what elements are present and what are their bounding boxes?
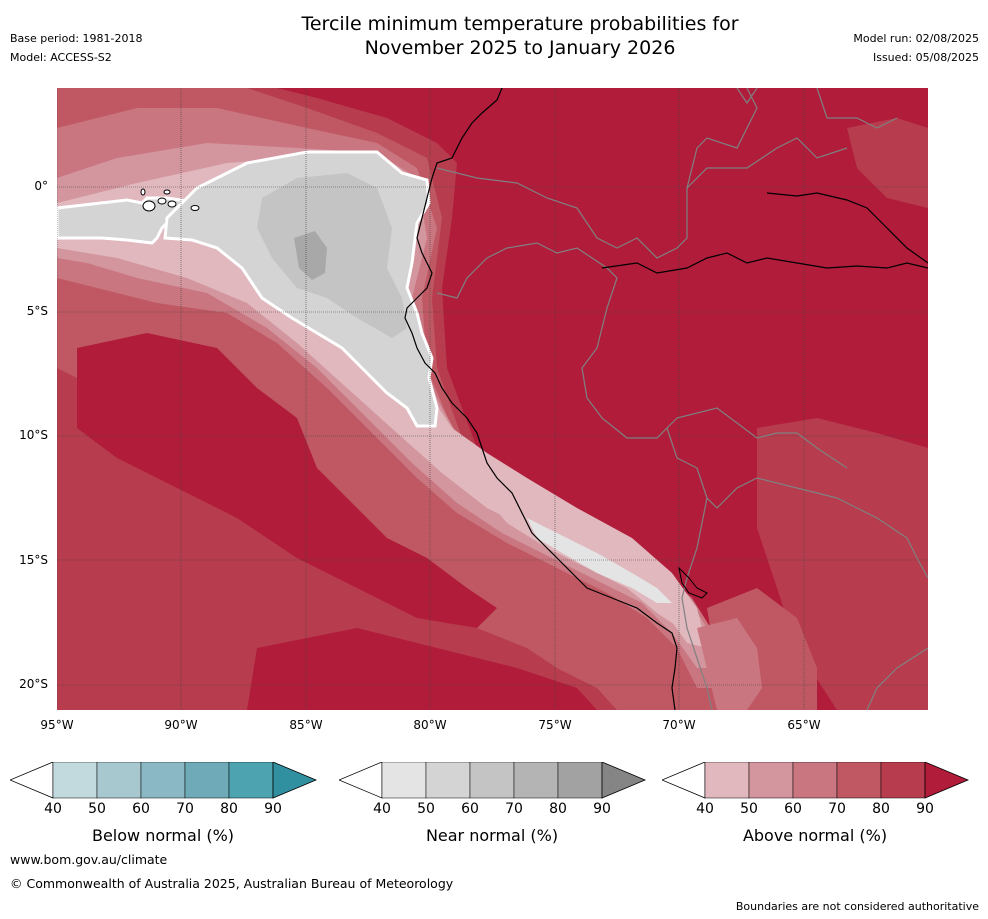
colorbar-above-normal-seg	[836, 762, 882, 799]
colorbar-near-normal-min	[339, 762, 383, 799]
colorbar-above-normal-label: Above normal (%)	[742, 826, 888, 845]
colorbar-below-normal-label: Below normal (%)	[91, 826, 235, 845]
cb3-tick: 70	[828, 801, 846, 817]
colorbar-near-normal-label: Near normal (%)	[425, 826, 559, 845]
land-band-north	[847, 118, 928, 208]
cb2-tick: 80	[549, 801, 567, 817]
cb1-tick: 50	[88, 801, 106, 817]
cb3-tick: 40	[696, 801, 714, 817]
colorbar-below-normal-seg	[96, 762, 142, 799]
model-name: Model: ACCESS-S2	[10, 51, 112, 64]
colorbar-below-normal-seg	[184, 762, 230, 799]
colorbar-below-normal-seg	[52, 762, 98, 799]
cb1-tick: 90	[264, 801, 282, 817]
graticule	[57, 88, 928, 710]
colorbar-below-normal-seg	[228, 762, 274, 799]
lon-label-75w: 75°W	[538, 718, 572, 732]
cb2-tick: 60	[461, 801, 479, 817]
probability-map	[57, 88, 928, 710]
colorbar-near-normal-seg	[381, 762, 427, 799]
colorbar-above-normal-max	[924, 762, 970, 799]
page-title: Tercile minimum temperature probabilitie…	[0, 12, 988, 60]
colorbar-near-normal-seg	[513, 762, 559, 799]
colorbar-near-normal	[339, 762, 647, 799]
website-link[interactable]: www.bom.gov.au/climate	[10, 852, 168, 867]
ocean-inner-90a	[77, 333, 497, 628]
cb3-tick: 50	[740, 801, 758, 817]
land-band-60	[697, 618, 762, 710]
lake-titicaca	[678, 566, 708, 599]
ocean-inner-90b	[247, 628, 597, 710]
colorbar-below-normal-seg	[140, 762, 186, 799]
colorbar-above-normal-seg	[880, 762, 926, 799]
lon-label-70w: 70°W	[662, 718, 696, 732]
cb1-tick: 70	[176, 801, 194, 817]
base-period: Base period: 1981-2018	[10, 32, 143, 45]
boundaries-disclaimer: Boundaries are not considered authoritat…	[735, 900, 979, 913]
cb3-tick: 60	[784, 801, 802, 817]
cb2-tick: 90	[593, 801, 611, 817]
title-line-2: November 2025 to January 2026	[364, 37, 676, 59]
lon-label-90w: 90°W	[164, 718, 198, 732]
lat-label-10s: 10°S	[19, 428, 48, 442]
cb1-tick: 60	[132, 801, 150, 817]
colorbar-above-normal-seg	[792, 762, 838, 799]
colorbar-near-normal-max	[601, 762, 647, 799]
cb2-tick: 70	[505, 801, 523, 817]
model-run: Model run: 02/08/2025	[853, 32, 979, 45]
coastlines	[404, 88, 928, 710]
copyright-notice: © Commonwealth of Australia 2025, Austra…	[10, 876, 454, 891]
cb1-tick: 40	[44, 801, 62, 817]
colorbar-above-normal	[662, 762, 970, 799]
near-normal-60	[294, 231, 327, 280]
lat-label-5s: 5°S	[26, 304, 48, 318]
cb2-tick: 50	[417, 801, 435, 817]
lat-label-15s: 15°S	[19, 553, 48, 567]
country-borders	[436, 88, 928, 710]
lat-label-20s: 20°S	[19, 677, 48, 691]
lon-label-80w: 80°W	[413, 718, 447, 732]
coastal-band-nearnormal	[527, 518, 672, 603]
near-normal-50	[257, 173, 407, 338]
colorbar-below-normal	[10, 762, 318, 799]
lon-label-95w: 95°W	[40, 718, 74, 732]
colorbar-above-normal-min	[662, 762, 706, 799]
cb3-tick: 90	[916, 801, 934, 817]
galapagos-islands	[140, 188, 200, 212]
cb1-tick: 80	[220, 801, 238, 817]
colorbar-above-normal-seg	[704, 762, 750, 799]
title-line-1: Tercile minimum temperature probabilitie…	[301, 13, 739, 35]
colorbar-near-normal-seg	[425, 762, 471, 799]
issued-date: Issued: 05/08/2025	[872, 51, 979, 64]
cb3-tick: 80	[872, 801, 890, 817]
cb2-tick: 40	[373, 801, 391, 817]
colorbar-near-normal-seg	[557, 762, 603, 799]
lat-label-0: 0°	[34, 179, 48, 193]
lon-label-65w: 65°W	[787, 718, 821, 732]
colorbar-below-normal-max	[272, 762, 318, 799]
colorbar-below-normal-min	[10, 762, 54, 799]
lon-label-85w: 85°W	[289, 718, 323, 732]
colorbar-above-normal-seg	[748, 762, 794, 799]
colorbar-near-normal-seg	[469, 762, 515, 799]
